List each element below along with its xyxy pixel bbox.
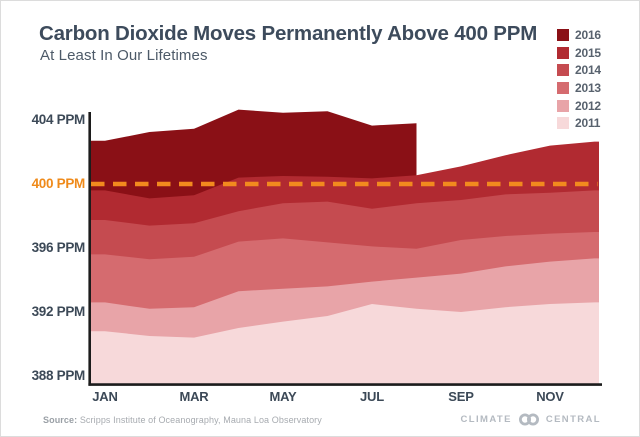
- logo-text-climate: CLIMATE: [460, 414, 512, 425]
- y-axis-tick-label: 396 PPM: [31, 240, 86, 255]
- source-note: Source: Scripps Institute of Oceanograph…: [43, 415, 322, 425]
- x-axis-tick-label: SEP: [448, 389, 474, 404]
- legend-item: 2014: [557, 61, 601, 79]
- x-axis-tick-label: MAY: [269, 389, 297, 404]
- legend-item: 2015: [557, 44, 601, 62]
- chart-subtitle: At Least In Our Lifetimes: [40, 47, 208, 64]
- interlocking-circles-icon: [518, 413, 539, 426]
- legend: 2016 2015 2014 2013 2012 2011: [557, 26, 601, 132]
- climate-central-logo: CLIMATE CENTRAL: [461, 413, 602, 426]
- legend-swatch-2011: [557, 117, 569, 130]
- y-axis-tick-label: 388 PPM: [31, 368, 86, 383]
- legend-item: 2013: [557, 79, 601, 97]
- x-axis-tick-label: JAN: [92, 389, 118, 404]
- legend-label: 2013: [575, 80, 601, 95]
- source-text: Scripps Institute of Oceanography, Mauna…: [77, 415, 322, 425]
- source-label: Source:: [43, 415, 78, 425]
- legend-label: 2011: [575, 116, 601, 131]
- legend-label: 2012: [575, 98, 601, 113]
- legend-swatch-2013: [557, 81, 569, 94]
- legend-item: 2016: [557, 26, 601, 44]
- x-axis-tick-label: MAR: [179, 389, 209, 404]
- y-axis-tick-label: 392 PPM: [31, 304, 86, 319]
- legend-item: 2011: [557, 114, 601, 132]
- logo-text-central: CENTRAL: [545, 414, 601, 425]
- legend-swatch-2014: [557, 64, 569, 77]
- legend-item: 2012: [557, 97, 601, 115]
- x-axis-tick-label: NOV: [536, 389, 564, 404]
- y-axis-tick-label: 400 PPM: [31, 176, 86, 191]
- x-axis-tick-label: JUL: [360, 389, 384, 404]
- chart-title: Carbon Dioxide Moves Permanently Above 4…: [39, 22, 538, 45]
- legend-swatch-2012: [557, 99, 569, 112]
- legend-label: 2016: [575, 27, 601, 42]
- legend-label: 2014: [575, 63, 601, 78]
- legend-swatch-2015: [557, 46, 569, 59]
- area-2011: [91, 302, 599, 384]
- y-axis-tick-label: 404 PPM: [31, 112, 86, 127]
- legend-swatch-2016: [557, 28, 569, 41]
- legend-label: 2015: [575, 45, 601, 60]
